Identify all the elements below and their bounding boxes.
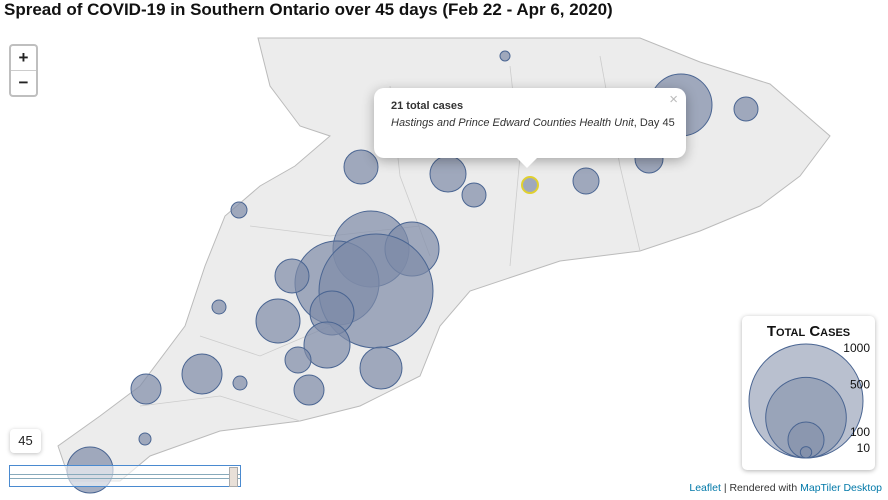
popup: × 21 total cases Hastings and Prince Edw… — [374, 88, 686, 168]
slider-label: 45 — [10, 429, 41, 453]
legend-graphic: 1000 500 100 10 — [748, 341, 871, 459]
popup-heading: 21 total cases — [391, 100, 464, 112]
maptiler-link[interactable]: MapTiler Desktop — [800, 482, 882, 494]
legend-label: 100 — [850, 425, 870, 439]
popup-unit: Hastings and Prince Edward Counties Heal… — [391, 117, 634, 129]
legend-label: 10 — [857, 441, 871, 455]
attribution-text: | Rendered with — [723, 482, 798, 494]
popup-close[interactable]: × — [669, 91, 678, 108]
day-slider[interactable] — [9, 465, 241, 487]
slider-handle[interactable] — [229, 467, 238, 487]
legend-label: 1000 — [843, 341, 870, 355]
attribution: Leaflet | Rendered with MapTiler Desktop — [689, 482, 882, 494]
popup-day: , Day 45 — [633, 117, 675, 129]
legend-title: Total Cases — [766, 323, 851, 340]
slider-track — [10, 474, 240, 479]
zoom-out[interactable]: − — [11, 70, 36, 95]
zoom-in[interactable]: + — [18, 48, 29, 67]
legend: 1000 500 100 10 Total Cases — [742, 316, 875, 470]
legend-circle — [799, 446, 813, 459]
legend-label: 500 — [850, 377, 870, 391]
popup-tip — [517, 158, 537, 168]
popup-body: Hastings and Prince Edward Counties Heal… — [391, 116, 676, 131]
zoom-control: + − — [9, 44, 38, 97]
leaflet-link[interactable]: Leaflet — [689, 482, 721, 494]
title: Spread of COVID-19 in Southern Ontario o… — [4, 0, 613, 19]
